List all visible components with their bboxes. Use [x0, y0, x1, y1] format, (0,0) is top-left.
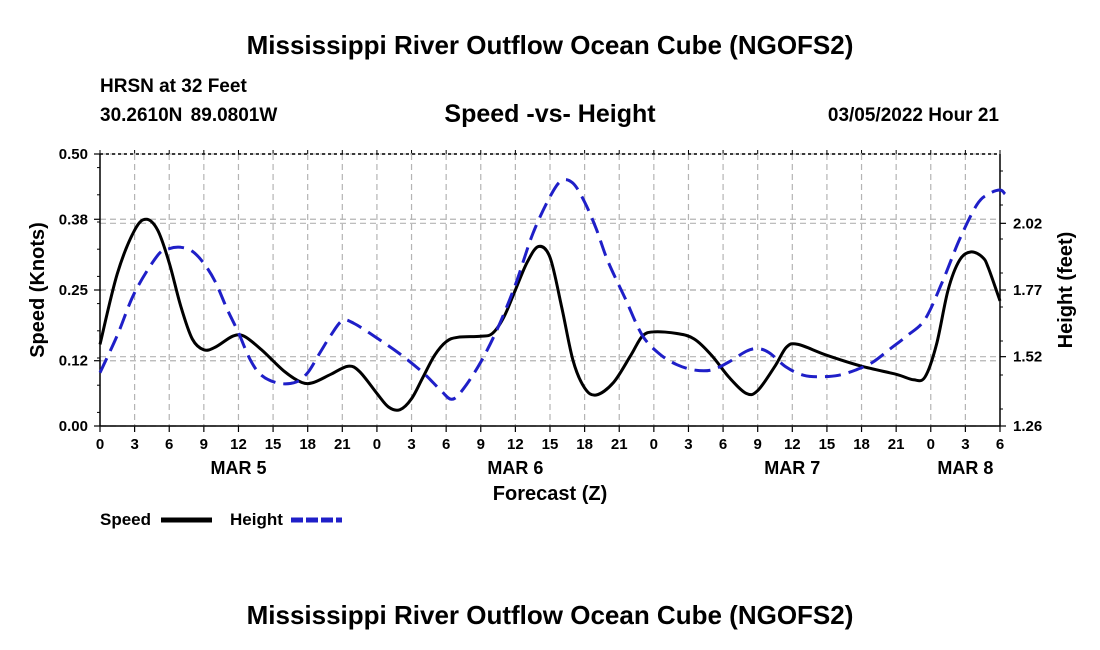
x-tick-label: 0: [927, 436, 935, 453]
x-tick-label: 3: [407, 436, 415, 453]
date-label: MAR 8: [937, 458, 993, 478]
x-tick-label: 0: [373, 436, 381, 453]
y-tick-label: 0.38: [59, 211, 88, 228]
legend-speed-label: Speed: [100, 510, 151, 529]
x-tick-label: 12: [507, 436, 524, 453]
x-tick-label: 21: [334, 436, 351, 453]
x-tick-label: 18: [299, 436, 316, 453]
y2-axis-title: Height (feet): [1055, 232, 1077, 349]
x-tick-label: 0: [96, 436, 104, 453]
x-tick-label: 21: [611, 436, 628, 453]
x-tick-label: 0: [650, 436, 658, 453]
y-tick-label: 0.12: [59, 353, 88, 370]
x-tick-label: 15: [819, 436, 836, 453]
y2-tick-label: 1.77: [1013, 282, 1042, 299]
y-tick-label: 0.00: [59, 418, 88, 435]
x-tick-label: 6: [165, 436, 173, 453]
height-series-line: [98, 178, 1007, 401]
x-tick-label: 18: [853, 436, 870, 453]
y2-tick-label: 1.52: [1013, 349, 1042, 366]
x-tick-label: 18: [576, 436, 593, 453]
x-tick-label: 9: [754, 436, 762, 453]
station-coords: 30.2610N 89.0801W: [100, 105, 278, 126]
x-tick-label: 3: [684, 436, 692, 453]
x-tick-label: 6: [719, 436, 727, 453]
date-label: MAR 5: [210, 458, 266, 478]
y-tick-label: 0.50: [59, 146, 88, 163]
station-label: HRSN at 32 Feet: [100, 76, 247, 97]
date-label: MAR 7: [764, 458, 820, 478]
x-tick-label: 15: [265, 436, 282, 453]
x-tick-label: 12: [230, 436, 247, 453]
x-tick-label: 9: [477, 436, 485, 453]
x-tick-label: 3: [961, 436, 969, 453]
y2-tick-label: 2.02: [1013, 215, 1042, 232]
forecast-datetime: 03/05/2022 Hour 21: [827, 105, 999, 126]
y-axis-title: Speed (Knots): [27, 222, 49, 358]
x-tick-label: 21: [888, 436, 905, 453]
y-tick-label: 0.25: [59, 282, 88, 299]
y2-tick-label: 1.26: [1013, 418, 1042, 435]
x-tick-label: 3: [130, 436, 138, 453]
x-tick-label: 6: [996, 436, 1004, 453]
chart-main-title: Mississippi River Outflow Ocean Cube (NG…: [246, 30, 854, 60]
x-tick-label: 15: [542, 436, 559, 453]
x-axis-title: Forecast (Z): [493, 483, 607, 505]
speed-series-line: [98, 217, 1002, 412]
x-tick-label: 12: [784, 436, 801, 453]
x-tick-label: 9: [200, 436, 208, 453]
date-label: MAR 6: [487, 458, 543, 478]
chart-footer-title: Mississippi River Outflow Ocean Cube (NG…: [246, 600, 854, 630]
chart-subtitle: Speed -vs- Height: [444, 100, 656, 128]
x-tick-label: 6: [442, 436, 450, 453]
legend-height-label: Height: [230, 510, 283, 529]
